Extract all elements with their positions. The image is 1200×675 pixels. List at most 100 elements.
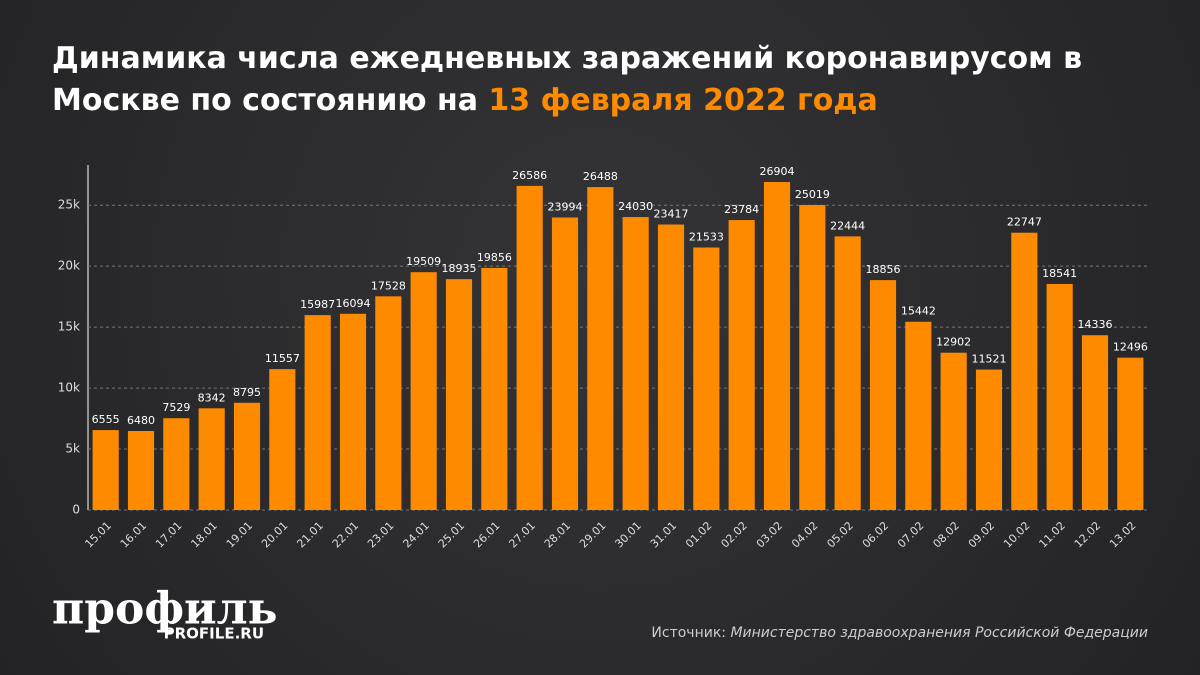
x-tick-label: 03.02: [754, 519, 785, 550]
x-tick-label: 15.01: [82, 519, 113, 550]
x-tick-label: 07.02: [895, 519, 926, 550]
bar: [163, 418, 190, 510]
x-tick-label: 22.01: [330, 519, 361, 550]
chart-title: Динамика числа ежедневных заражений коро…: [52, 38, 1162, 122]
bar: [622, 217, 649, 511]
value-label: 23417: [654, 208, 689, 221]
value-label: 12902: [936, 336, 971, 349]
value-label: 18856: [866, 263, 901, 276]
x-tick-label: 21.01: [294, 519, 325, 550]
y-tick-label: 0: [72, 503, 80, 517]
x-tick-label: 09.02: [966, 519, 997, 550]
bar: [92, 430, 119, 510]
bar: [940, 352, 967, 510]
value-label: 11557: [265, 352, 300, 365]
value-label: 15442: [901, 305, 936, 318]
bar: [304, 315, 331, 510]
bar: [1046, 283, 1073, 510]
x-tick-label: 25.01: [436, 519, 467, 550]
bar: [481, 267, 508, 510]
value-label: 19856: [477, 251, 512, 264]
value-label: 6555: [92, 413, 120, 426]
bar: [905, 321, 932, 510]
y-tick-label: 15k: [58, 320, 80, 334]
x-tick-label: 26.01: [471, 519, 502, 550]
y-tick-label: 25k: [58, 198, 80, 212]
value-label: 8342: [198, 391, 226, 404]
source-label: Источник:: [651, 625, 726, 641]
value-label: 18935: [442, 262, 477, 275]
bar: [410, 272, 437, 510]
x-tick-label: 28.01: [542, 519, 573, 550]
bar: [1117, 357, 1144, 510]
bar: [869, 280, 897, 510]
value-label: 16094: [336, 297, 371, 310]
x-tick-label: 31.01: [648, 519, 679, 550]
bar: [799, 204, 826, 511]
x-tick-label: 08.02: [930, 519, 961, 550]
value-label: 15987: [300, 298, 335, 311]
x-tick-label: 27.01: [506, 519, 537, 550]
x-tick-label: 12.02: [1072, 519, 1103, 550]
bar: [834, 236, 861, 510]
value-label: 26586: [512, 169, 547, 182]
x-tick-label: 18.01: [188, 519, 219, 550]
bar: [657, 224, 685, 510]
bar: [339, 313, 367, 510]
bar: [1081, 335, 1109, 510]
x-tick-label: 13.02: [1107, 519, 1138, 550]
x-tick-label: 23.01: [365, 519, 396, 550]
value-label: 22444: [830, 219, 865, 232]
bar: [728, 220, 755, 510]
value-label: 17528: [371, 279, 406, 292]
bar: [198, 408, 225, 510]
title-text: Динамика числа ежедневных заражений коро…: [52, 41, 1083, 118]
value-label: 21533: [689, 230, 724, 243]
y-tick-label: 10k: [58, 381, 80, 395]
value-label: 23994: [548, 200, 583, 213]
value-label: 25019: [795, 188, 830, 201]
value-label: 26488: [583, 170, 618, 183]
bar: [1011, 232, 1038, 510]
bar: [127, 431, 155, 510]
x-tick-label: 05.02: [824, 519, 855, 550]
x-tick-label: 19.01: [224, 519, 255, 550]
x-tick-label: 02.02: [718, 519, 749, 550]
bar: [445, 279, 473, 510]
logo: профиль: [52, 584, 278, 635]
y-tick-label: 20k: [58, 259, 80, 273]
y-tick-label: 5k: [65, 442, 80, 456]
source-text: Министерство здравоохранения Российской …: [730, 625, 1148, 641]
x-tick-label: 29.01: [577, 519, 608, 550]
bar: [375, 296, 402, 510]
bar: [516, 185, 543, 510]
bar: [693, 247, 720, 510]
bar: [763, 182, 791, 510]
x-tick-label: 04.02: [789, 519, 820, 550]
bar: [587, 187, 614, 510]
bar: [975, 369, 1003, 510]
value-label: 24030: [618, 200, 653, 213]
x-tick-label: 24.01: [400, 519, 431, 550]
value-label: 23784: [724, 203, 759, 216]
value-label: 18541: [1042, 267, 1077, 280]
value-label: 12496: [1113, 341, 1148, 354]
value-label: 8795: [233, 386, 261, 399]
x-tick-label: 01.02: [683, 519, 714, 550]
x-tick-label: 11.02: [1036, 519, 1067, 550]
value-label: 11521: [972, 353, 1007, 366]
value-label: 7529: [162, 401, 190, 414]
value-label: 19509: [406, 255, 441, 268]
logo-site: PROFILE.RU: [164, 625, 264, 643]
value-label: 22747: [1007, 216, 1042, 229]
value-label: 26904: [760, 165, 795, 178]
bar: [269, 369, 296, 510]
x-tick-label: 20.01: [259, 519, 290, 550]
x-tick-label: 30.01: [612, 519, 643, 550]
value-label: 14336: [1078, 318, 1113, 331]
source: Источник: Министерство здравоохранения Р…: [651, 625, 1148, 641]
bar: [551, 217, 579, 510]
x-tick-label: 06.02: [860, 519, 891, 550]
